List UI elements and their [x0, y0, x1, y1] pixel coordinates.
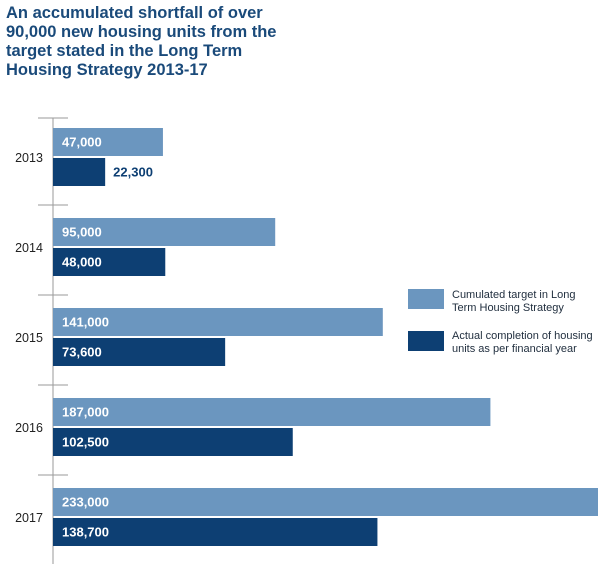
data-label-target-2014: 95,000 — [62, 225, 102, 240]
legend-swatch-target — [408, 289, 444, 309]
legend-swatch-actual — [408, 331, 444, 351]
data-label-actual-2013: 22,300 — [113, 165, 153, 180]
data-label-actual-2014: 48,000 — [62, 255, 102, 270]
bar-actual-2017 — [53, 518, 378, 546]
data-label-target-2016: 187,000 — [62, 405, 109, 420]
data-label-actual-2016: 102,500 — [62, 435, 109, 450]
category-label-2013: 2013 — [15, 151, 43, 165]
data-label-actual-2017: 138,700 — [62, 525, 109, 540]
bar-target-2015 — [53, 308, 383, 336]
bar-target-2016 — [53, 398, 491, 426]
chart-title: An accumulated shortfall of over 90,000 … — [6, 4, 277, 79]
category-label-2014: 2014 — [15, 241, 43, 255]
category-label-2015: 2015 — [15, 331, 43, 345]
category-label-2016: 2016 — [15, 421, 43, 435]
bar-target-2014 — [53, 218, 276, 246]
data-label-target-2015: 141,000 — [62, 315, 109, 330]
bar-actual-2013 — [53, 158, 106, 186]
legend-label-target: Cumulated target in Long Term Housing St… — [452, 289, 576, 314]
data-label-actual-2015: 73,600 — [62, 345, 102, 360]
bar-target-2017 — [53, 488, 598, 516]
bar-actual-2016 — [53, 428, 293, 456]
bar-actual-2014 — [53, 248, 166, 276]
data-label-target-2017: 233,000 — [62, 495, 109, 510]
data-label-target-2013: 47,000 — [62, 135, 102, 150]
bar-actual-2015 — [53, 338, 226, 366]
category-label-2017: 2017 — [15, 511, 43, 525]
legend-label-actual: Actual completion of housing units as pe… — [452, 330, 593, 355]
bar-target-2013 — [53, 128, 163, 156]
